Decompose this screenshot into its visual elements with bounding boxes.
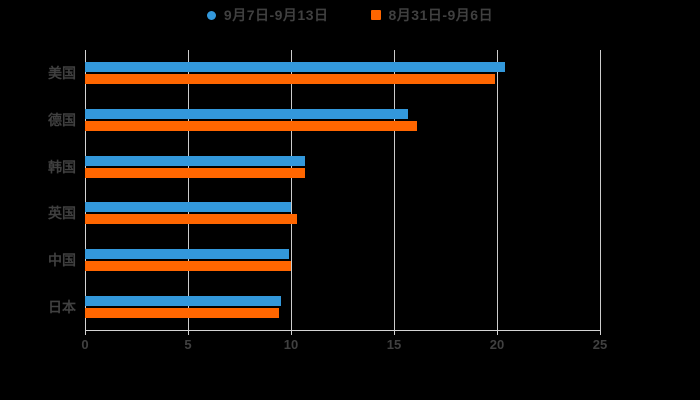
y-axis-line xyxy=(85,50,86,330)
gridline-x-5 xyxy=(188,50,189,330)
bar xyxy=(85,167,306,178)
legend-label: 8月31日-9月6日 xyxy=(388,7,494,23)
x-tick-label: 0 xyxy=(81,337,89,352)
bar xyxy=(85,248,289,259)
bar xyxy=(85,214,298,225)
plot-area: 0 5 10 15 20 25 美国德国韩国英国中国日本 xyxy=(48,50,607,352)
bar xyxy=(85,202,291,213)
gridline-x-20 xyxy=(497,50,498,330)
bar-group-4: 英国 xyxy=(48,190,600,237)
bar-group-6: 日本 xyxy=(48,283,600,330)
bar-group-2: 德国 xyxy=(48,97,600,144)
x-tick-mark xyxy=(497,330,498,335)
legend-item[interactable]: 8月31日-9月6日 xyxy=(370,5,494,25)
x-tick-mark xyxy=(291,330,292,335)
circle-icon xyxy=(206,10,216,20)
bar xyxy=(85,74,495,85)
x-tick-mark xyxy=(600,330,601,335)
gridline-x-15 xyxy=(394,50,395,330)
legend: 9月7日-9月13日 8月31日-9月6日 xyxy=(0,5,700,25)
category-label: 德国 xyxy=(48,111,76,128)
category-label: 中国 xyxy=(48,251,76,268)
legend-label: 9月7日-9月13日 xyxy=(223,7,329,23)
bar-group-5: 中国 xyxy=(48,237,600,284)
category-label: 英国 xyxy=(48,205,76,222)
x-tick-label: 10 xyxy=(283,337,299,352)
x-tick-mark xyxy=(394,330,395,335)
x-axis-line xyxy=(85,330,601,331)
x-tick-label: 15 xyxy=(386,337,402,352)
bar xyxy=(85,295,281,306)
bar-group-1: 美国 xyxy=(48,50,600,97)
x-tick-mark xyxy=(85,330,86,335)
x-tick-label: 20 xyxy=(489,337,505,352)
category-label: 美国 xyxy=(48,65,76,82)
bar xyxy=(85,62,506,73)
bar xyxy=(85,155,306,166)
bar xyxy=(85,120,417,131)
x-tick-mark xyxy=(188,330,189,335)
bar xyxy=(85,307,279,318)
x-tick-label: 5 xyxy=(184,337,192,352)
bar xyxy=(85,108,409,119)
category-label: 日本 xyxy=(48,298,76,315)
x-tick-label: 25 xyxy=(592,337,608,352)
gridline-x-25 xyxy=(600,50,601,330)
legend-item[interactable]: 9月7日-9月13日 xyxy=(206,5,329,25)
bar-group-3: 韩国 xyxy=(48,143,600,190)
gridline-x-10 xyxy=(291,50,292,330)
bar xyxy=(85,260,291,271)
square-icon xyxy=(370,10,381,20)
category-label: 韩国 xyxy=(48,158,76,175)
